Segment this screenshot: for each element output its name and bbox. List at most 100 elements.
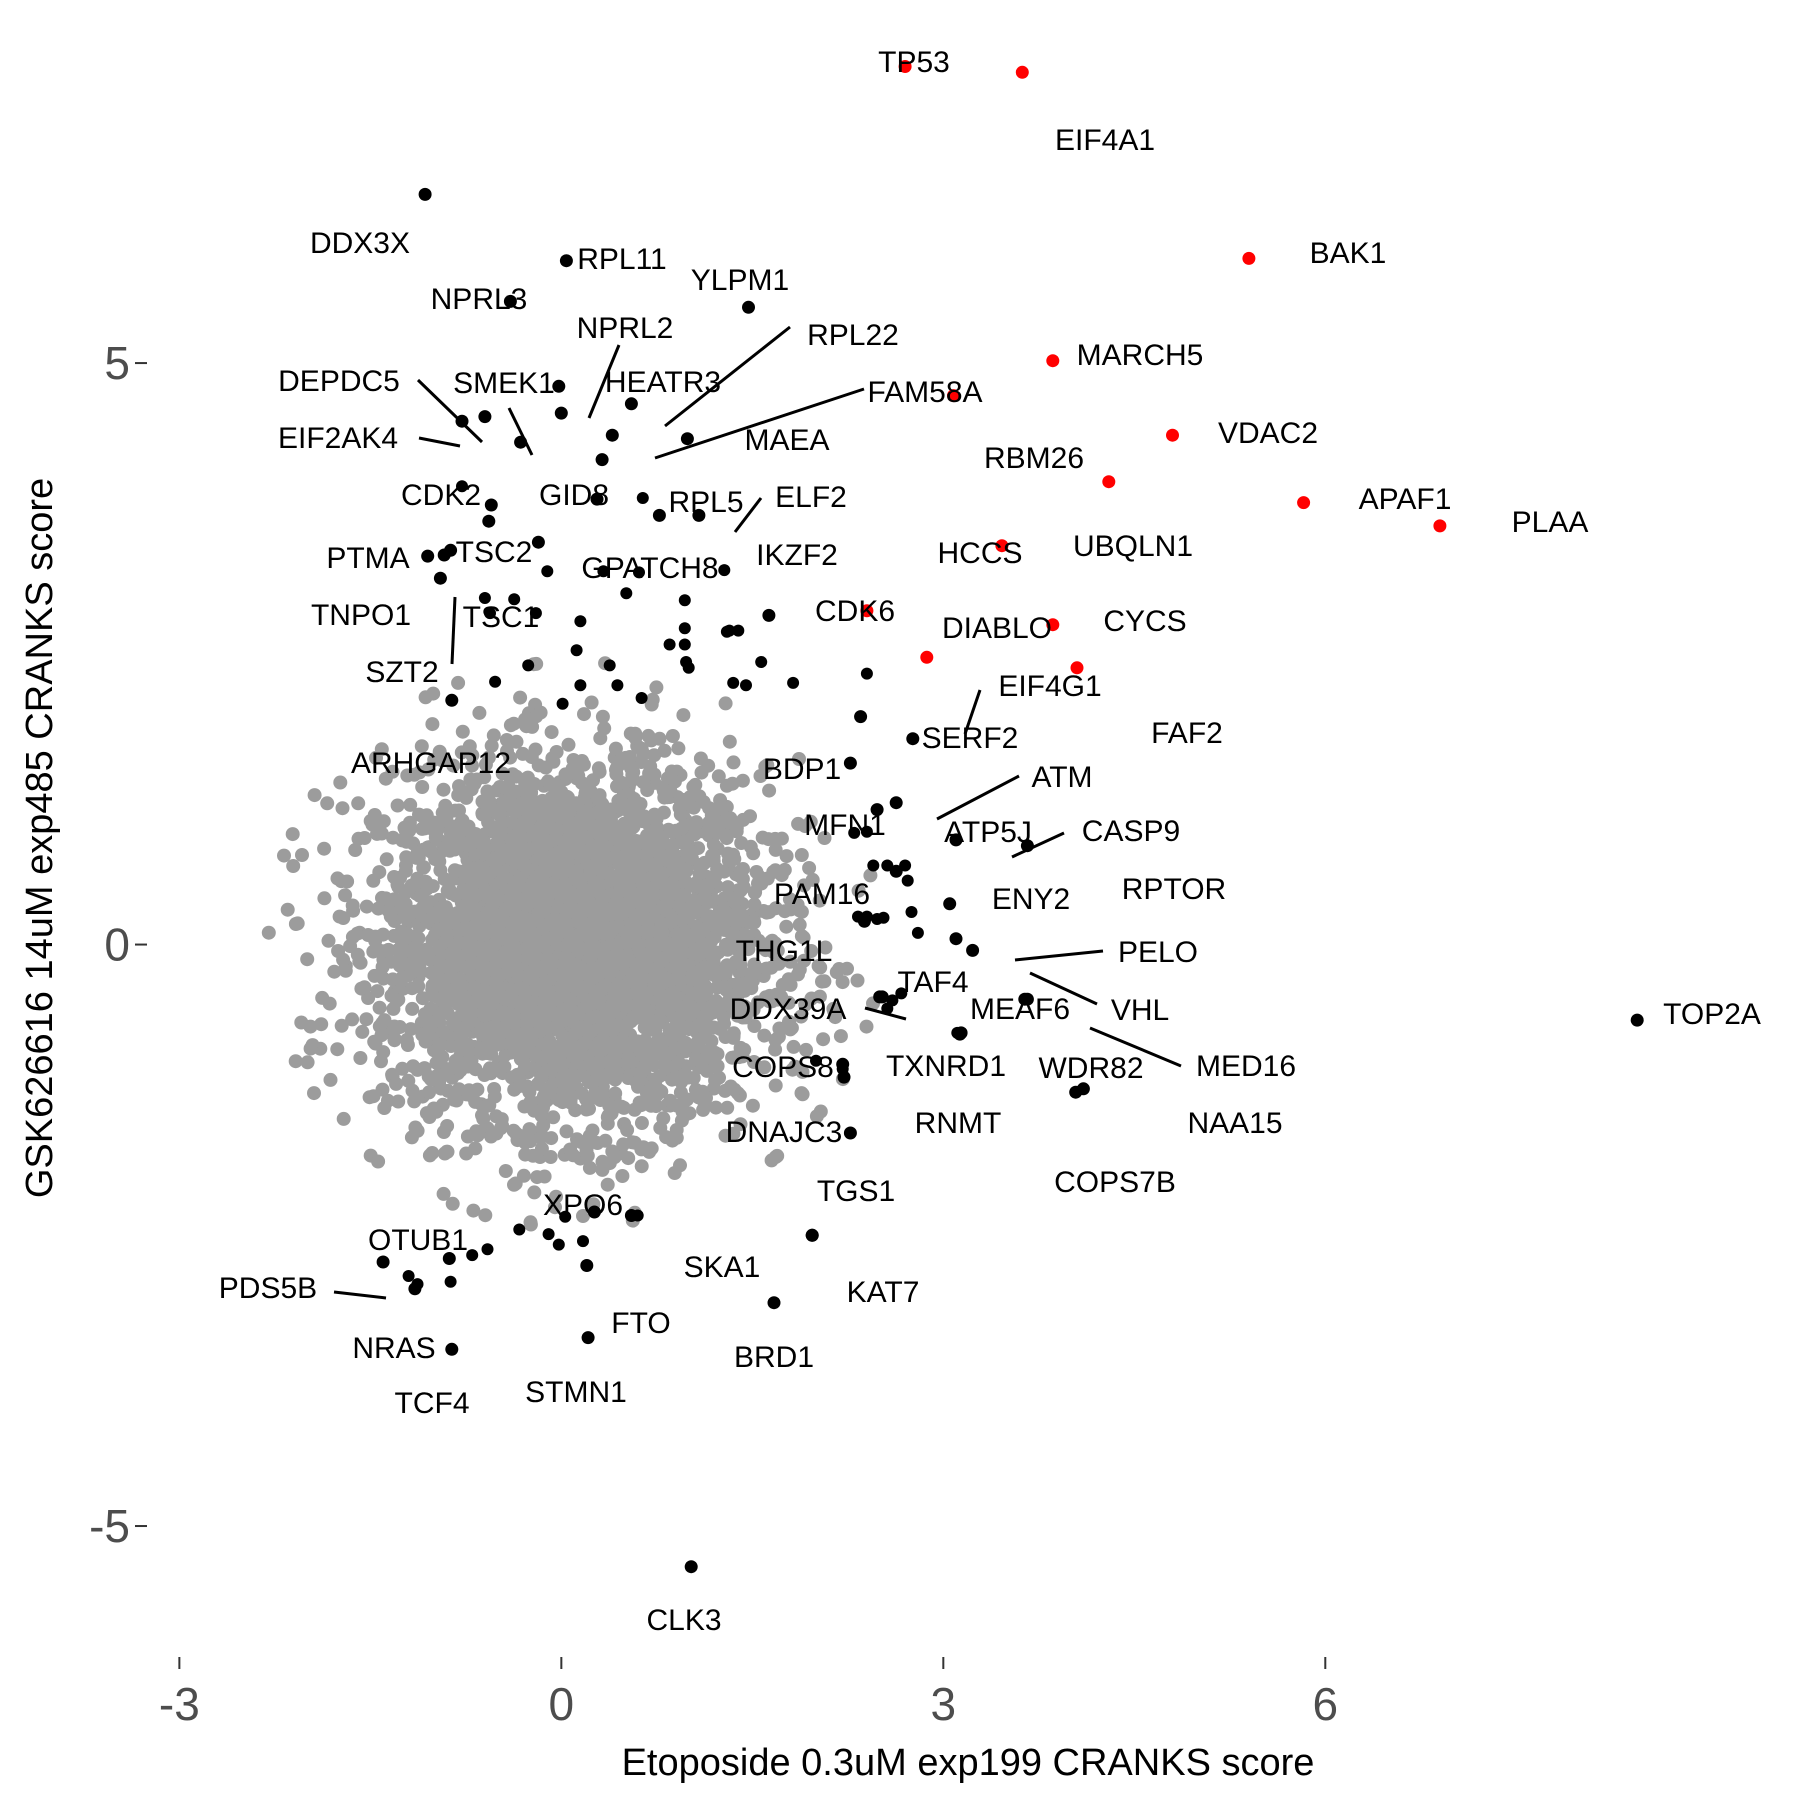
background-point [280, 902, 295, 917]
background-point [428, 830, 443, 845]
gene-label-szt2: SZT2 [365, 656, 438, 689]
gene-label-march5: MARCH5 [1077, 339, 1204, 372]
background-point [694, 989, 708, 1004]
background-point [333, 775, 348, 790]
background-point [722, 734, 737, 749]
background-point [527, 1185, 542, 1200]
background-point [496, 945, 511, 960]
leader-line-med16 [1089, 1026, 1182, 1068]
background-point [615, 1169, 630, 1183]
background-point [376, 927, 391, 942]
background-point [464, 937, 479, 952]
gene-label-smek1: SMEK1 [453, 367, 555, 400]
gene-label-tcf4: TCF4 [395, 1387, 470, 1420]
background-point [378, 771, 393, 786]
background-point [676, 708, 691, 723]
gene-label-plaa: PLAA [1512, 506, 1589, 539]
gene-label-pam16: PAM16 [774, 878, 870, 911]
gene-label-eif4g1: EIF4G1 [998, 670, 1101, 703]
background-point [663, 973, 678, 988]
gene-label-apaf1: APAF1 [1359, 483, 1452, 516]
background-point [300, 952, 315, 967]
background-point [768, 842, 783, 857]
background-point [601, 957, 616, 972]
background-point [781, 995, 796, 1010]
background-point [481, 1033, 496, 1048]
background-point [708, 1059, 723, 1074]
background-point [558, 917, 573, 932]
gene-label-dnajc3: DNAJC3 [726, 1116, 843, 1149]
background-point [336, 1111, 351, 1126]
background-point [426, 686, 441, 701]
background-point [764, 939, 779, 954]
background-point [335, 801, 350, 816]
point-elf2 [692, 508, 706, 522]
background-point [439, 1144, 454, 1159]
point-hccs [995, 539, 1009, 553]
background-point [538, 1082, 553, 1097]
highlighted-point [402, 1270, 415, 1282]
background-point [627, 793, 642, 808]
highlighted-point [678, 622, 691, 635]
background-point [603, 802, 618, 817]
highlighted-point [559, 1210, 572, 1223]
highlighted-point [881, 859, 894, 872]
background-point [720, 880, 735, 895]
background-point [768, 1078, 783, 1093]
point-ptma [421, 549, 435, 563]
background-point [529, 709, 544, 724]
point-eif4a1 [1015, 65, 1029, 79]
point-ikzf2 [652, 508, 666, 522]
background-point [833, 1029, 848, 1044]
background-point [517, 772, 532, 787]
background-point [584, 937, 599, 951]
background-point [792, 917, 807, 932]
background-point [576, 1037, 591, 1052]
gene-label-gpatch8: GPATCH8 [581, 552, 718, 585]
background-point [563, 1095, 578, 1110]
highlighted-point [635, 692, 648, 704]
highlighted-point [552, 1238, 565, 1251]
point-nras [408, 1282, 422, 1296]
background-point [425, 1146, 440, 1160]
background-point [664, 764, 679, 779]
background-point [509, 1036, 524, 1051]
background-point [584, 1010, 599, 1025]
background-point [380, 1093, 395, 1108]
background-point [733, 1117, 748, 1132]
background-point [689, 815, 704, 830]
background-point [368, 1036, 383, 1051]
background-point [811, 959, 826, 973]
point-gpatch8 [531, 535, 545, 549]
point-ylpm1 [624, 397, 638, 411]
background-point [796, 930, 811, 945]
background-point [371, 1154, 386, 1169]
background-point [582, 895, 597, 910]
background-point [768, 1042, 783, 1057]
highlighted-point [574, 679, 587, 692]
background-point [579, 999, 594, 1014]
background-point [579, 1142, 594, 1157]
y-axis-title: GSK626616 14uM exp485 CRANKS score [19, 478, 61, 1198]
background-point [597, 816, 612, 831]
background-point [680, 1092, 694, 1107]
point-rpl22 [742, 300, 755, 314]
gene-label-casp9: CASP9 [1082, 815, 1180, 848]
background-point [592, 905, 607, 920]
background-point [621, 817, 636, 832]
background-point [345, 898, 360, 913]
background-point [383, 909, 398, 924]
background-point [464, 882, 479, 897]
background-point [735, 773, 750, 788]
gene-label-rpl5: RPL5 [668, 486, 743, 519]
background-point [850, 973, 865, 988]
background-point [506, 924, 521, 939]
background-point [551, 1016, 566, 1031]
background-point [608, 1086, 623, 1101]
highlighted-point [556, 697, 569, 710]
gene-label-naa15: NAA15 [1187, 1107, 1282, 1140]
background-point [459, 790, 474, 805]
background-point [359, 899, 374, 914]
background-point [406, 1059, 421, 1074]
point-tsc2 [482, 514, 496, 528]
